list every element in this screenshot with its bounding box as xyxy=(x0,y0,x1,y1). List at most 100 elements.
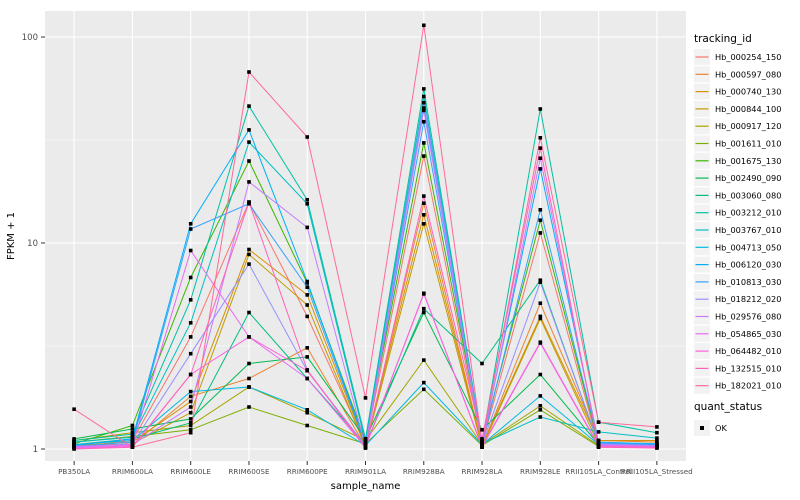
data-point-marker xyxy=(72,447,76,451)
legend-item-label: Hb_029576_080 xyxy=(715,312,781,322)
data-point-marker xyxy=(130,432,135,436)
legend-item-label: Hb_003060_080 xyxy=(715,190,781,200)
data-point-marker xyxy=(247,180,251,184)
data-point-marker xyxy=(422,310,426,315)
data-point-marker xyxy=(538,107,543,111)
data-point-marker xyxy=(188,399,193,404)
data-point-marker xyxy=(247,200,251,204)
legend-item-label: Hb_000254_150 xyxy=(715,52,781,62)
legend-item-label: Hb_000844_100 xyxy=(715,104,781,114)
legend-item-label: Hb_010813_030 xyxy=(715,277,781,287)
data-point-marker xyxy=(188,227,193,231)
data-point-marker xyxy=(305,225,309,230)
data-point-marker xyxy=(538,218,543,222)
data-point-marker xyxy=(538,415,543,419)
data-point-marker xyxy=(538,408,543,412)
data-point-marker xyxy=(422,194,426,198)
data-point-marker xyxy=(72,440,76,444)
data-point-marker xyxy=(188,335,193,339)
data-point-marker xyxy=(538,394,543,398)
data-point-marker xyxy=(305,408,309,412)
data-point-marker xyxy=(538,156,543,160)
data-point-marker xyxy=(305,368,309,372)
legend-item-label: Hb_000917_120 xyxy=(715,121,781,131)
data-point-marker xyxy=(188,428,193,432)
data-point-marker xyxy=(305,285,309,289)
data-point-marker xyxy=(188,248,193,253)
data-point-marker xyxy=(247,310,251,315)
data-point-marker xyxy=(538,280,543,284)
data-point-marker xyxy=(188,389,193,394)
data-point-marker xyxy=(422,119,426,124)
data-point-marker xyxy=(538,278,543,282)
data-point-marker xyxy=(422,100,426,105)
data-point-marker xyxy=(247,247,251,252)
data-point-marker xyxy=(422,380,426,385)
legend-item-label: Hb_001675_130 xyxy=(715,156,781,166)
data-point-marker xyxy=(188,410,193,415)
data-point-marker xyxy=(247,104,251,108)
data-point-marker xyxy=(596,445,601,449)
data-point-marker xyxy=(538,146,543,150)
legend-key-square-marker xyxy=(700,426,704,430)
x-tick-label: RRIM928LA xyxy=(461,467,502,476)
data-point-marker xyxy=(538,314,543,319)
data-point-marker xyxy=(422,291,426,296)
data-point-marker xyxy=(130,445,135,449)
data-point-marker xyxy=(188,421,193,425)
data-point-marker xyxy=(247,405,251,409)
data-point-marker xyxy=(480,445,484,449)
data-point-marker xyxy=(596,420,601,424)
data-point-marker xyxy=(538,208,543,212)
legend-item-label: Hb_003767_010 xyxy=(715,225,781,235)
x-tick-label: RRII105LA_Control xyxy=(565,467,632,476)
data-point-marker xyxy=(422,108,426,113)
data-point-marker xyxy=(247,70,251,74)
data-point-marker xyxy=(130,427,135,431)
data-point-marker xyxy=(247,361,251,366)
legend-item-label: Hb_064482_010 xyxy=(715,346,781,356)
data-point-marker xyxy=(422,387,426,392)
data-point-marker xyxy=(188,351,193,356)
data-point-marker xyxy=(247,252,251,257)
data-point-marker xyxy=(188,394,193,399)
y-tick-label: 10 xyxy=(27,239,38,249)
data-point-marker xyxy=(188,417,193,421)
data-point-marker xyxy=(305,293,309,297)
data-point-marker xyxy=(480,437,484,441)
data-point-marker xyxy=(422,306,426,311)
data-point-marker xyxy=(655,425,659,429)
x-tick-label: PB350LA xyxy=(58,467,90,476)
data-point-marker xyxy=(538,301,543,305)
legend-item-label: Hb_004713_050 xyxy=(715,242,781,252)
data-point-marker xyxy=(305,202,309,206)
data-point-marker xyxy=(538,372,543,377)
data-point-marker xyxy=(305,279,309,284)
data-point-marker xyxy=(422,94,426,99)
legend-item-label: Hb_000740_130 xyxy=(715,87,781,97)
data-point-marker xyxy=(422,222,426,226)
data-point-marker xyxy=(247,376,251,381)
data-point-marker xyxy=(538,136,543,140)
data-point-marker xyxy=(655,438,659,443)
data-point-marker xyxy=(480,361,484,366)
legend-item-label: Hb_006120_030 xyxy=(715,260,781,270)
data-point-marker xyxy=(188,275,193,280)
data-point-marker xyxy=(247,262,251,266)
data-point-marker xyxy=(247,159,251,163)
data-point-marker xyxy=(655,446,659,450)
legend-item-label-ok: OK xyxy=(715,423,727,433)
data-point-marker xyxy=(655,430,659,435)
data-point-marker xyxy=(422,87,426,91)
data-point-marker xyxy=(188,222,193,226)
x-tick-label: RRIM928BA xyxy=(403,467,445,476)
data-point-marker xyxy=(363,437,368,441)
data-point-marker xyxy=(188,430,193,435)
data-point-marker xyxy=(422,141,426,145)
x-tick-label: RRIM928LE xyxy=(520,467,561,476)
data-point-marker xyxy=(538,167,543,171)
x-tick-label: RRIM600LE xyxy=(170,467,211,476)
data-point-marker xyxy=(422,23,426,28)
legend-item-label: Hb_001611_010 xyxy=(715,139,781,149)
